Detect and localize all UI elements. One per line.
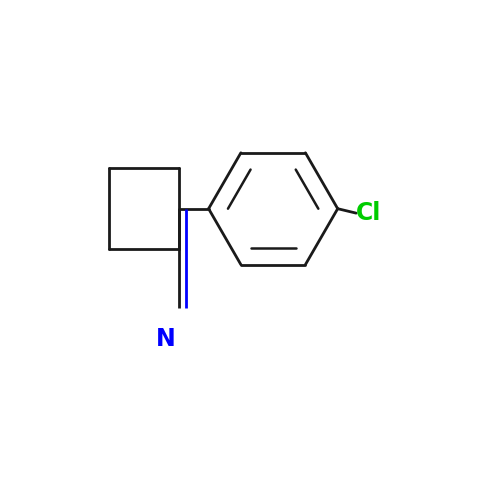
Text: N: N	[156, 327, 176, 351]
Text: Cl: Cl	[356, 201, 381, 225]
